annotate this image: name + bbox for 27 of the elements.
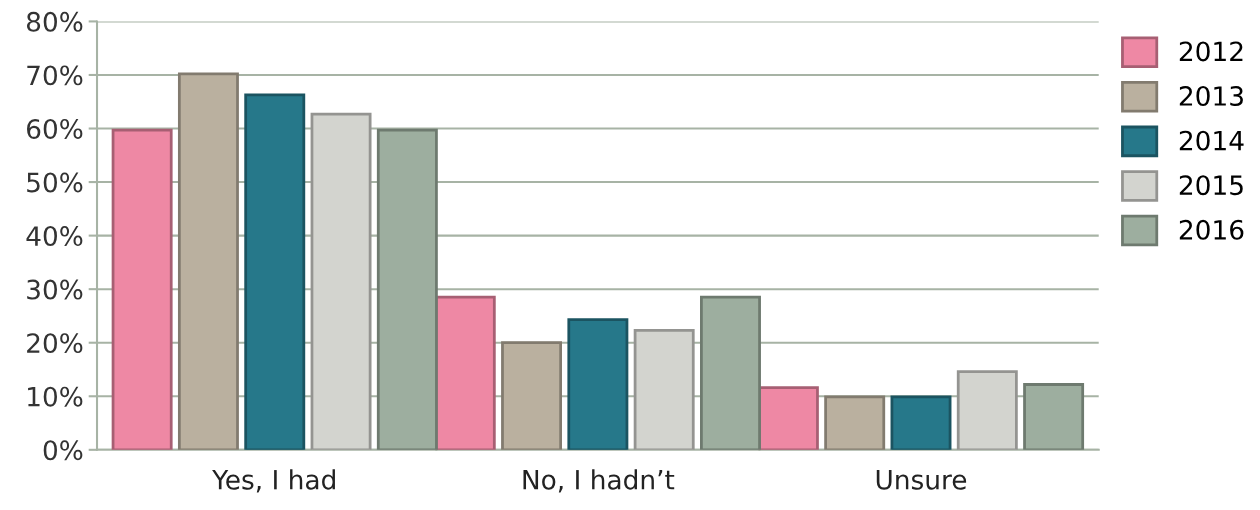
y-tick-label: 30%: [27, 279, 83, 300]
bar: [111, 128, 173, 450]
y-tick-label: 60%: [27, 118, 83, 139]
y-tick-label: 0%: [43, 440, 83, 461]
bar: [244, 93, 306, 450]
bar: [177, 72, 239, 450]
bar: [633, 329, 695, 450]
legend-label: 2014: [1179, 130, 1244, 151]
y-tick-label: 20%: [27, 333, 83, 354]
bar: [824, 395, 886, 450]
legend-label: 2013: [1179, 86, 1243, 106]
bar: [310, 112, 372, 450]
bar: [956, 370, 1018, 450]
y-tick-label: 80%: [26, 11, 83, 32]
y-tick-label: 10%: [28, 386, 83, 407]
bar: [890, 395, 952, 450]
y-tick-label: 40%: [26, 226, 83, 247]
y-tick-label: 70%: [27, 65, 83, 86]
x-tick-label: Unsure: [876, 470, 967, 490]
x-tick-label: Yes, I had: [212, 469, 335, 493]
legend-label: 2012: [1179, 41, 1243, 62]
y-tick-label: 50%: [27, 172, 83, 193]
x-tick-label: No, I hadn’t: [523, 469, 675, 493]
bar: [567, 318, 629, 450]
bar: [501, 341, 563, 450]
legend-label: 2015: [1179, 175, 1243, 196]
legend-label: 2016: [1179, 219, 1244, 240]
